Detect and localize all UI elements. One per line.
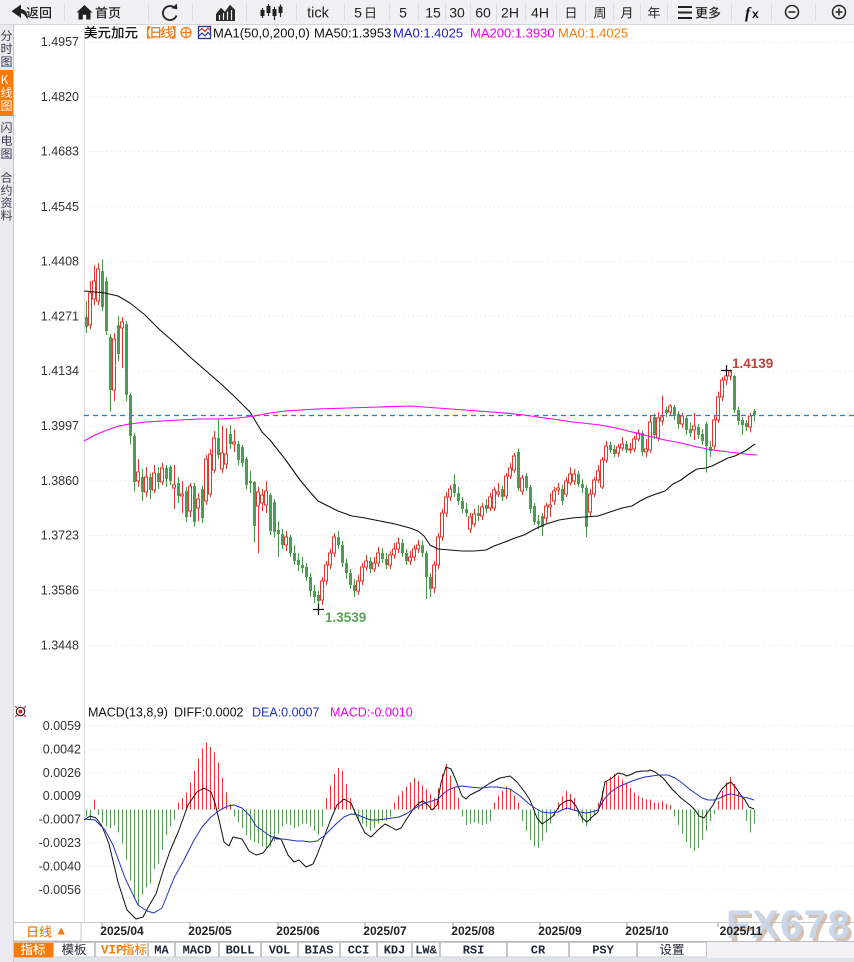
svg-text:1.3539: 1.3539 [325,610,366,625]
svg-text:1.3448: 1.3448 [41,639,79,653]
svg-text:0.0026: 0.0026 [43,766,81,780]
svg-text:4H: 4H [531,5,549,21]
svg-text:MACD(13,8,9): MACD(13,8,9) [88,706,168,720]
svg-text:MA0:1.4025: MA0:1.4025 [393,26,463,41]
svg-text:DIFF:0.0002: DIFF:0.0002 [174,706,244,720]
svg-text:1.3997: 1.3997 [41,419,79,433]
svg-text:0.0009: 0.0009 [43,789,81,803]
svg-text:KDJ: KDJ [384,944,406,958]
svg-text:0.0059: 0.0059 [43,719,81,733]
svg-text:MA200:1.3930: MA200:1.3930 [470,26,555,41]
svg-text:2H: 2H [501,5,519,21]
svg-text:2025/11: 2025/11 [720,924,763,938]
svg-text:-0.0040: -0.0040 [39,859,81,873]
svg-text:1.4139: 1.4139 [732,356,773,371]
svg-text:2025/09: 2025/09 [538,924,582,938]
svg-text:DEA:0.0007: DEA:0.0007 [252,706,319,720]
svg-text:1.3586: 1.3586 [41,583,79,597]
svg-text:PSY: PSY [592,944,614,958]
svg-text:1.4957: 1.4957 [41,35,79,49]
svg-text:CCI: CCI [348,944,370,958]
svg-text:0.0042: 0.0042 [43,742,81,756]
svg-text:30: 30 [449,5,465,21]
svg-text:BIAS: BIAS [305,944,334,958]
svg-text:VOL: VOL [269,944,291,958]
svg-text:1.3860: 1.3860 [41,474,79,488]
svg-text:BOLL: BOLL [226,944,255,958]
svg-text:FX678: FX678 [726,903,851,947]
svg-text:5: 5 [354,5,362,21]
svg-text:60: 60 [475,5,491,21]
svg-text:1.4408: 1.4408 [41,255,79,269]
svg-text:2025/10: 2025/10 [625,924,669,938]
svg-text:-0.0007: -0.0007 [39,813,81,827]
svg-text:tick: tick [307,6,330,22]
svg-text:1.4683: 1.4683 [41,145,79,159]
svg-text:2025/05: 2025/05 [188,924,232,938]
svg-text:2025/04: 2025/04 [100,924,144,938]
svg-text:RSI: RSI [463,944,485,958]
svg-text:1.3723: 1.3723 [41,529,79,543]
svg-text:2025/07: 2025/07 [363,924,407,938]
svg-text:5: 5 [399,5,407,21]
svg-text:1.4545: 1.4545 [41,200,79,214]
svg-text:-0.0056: -0.0056 [39,883,81,897]
svg-text:MA: MA [154,944,169,958]
svg-text:MA50:1.3953: MA50:1.3953 [314,26,391,41]
svg-text:2025/06: 2025/06 [276,924,320,938]
svg-text:x: x [752,7,759,21]
svg-text:1.4134: 1.4134 [41,364,79,378]
svg-text:2025/08: 2025/08 [451,924,495,938]
svg-text:MA0:1.4025: MA0:1.4025 [558,26,628,41]
svg-text:1.4271: 1.4271 [41,309,79,323]
svg-text:-0.0023: -0.0023 [39,836,81,850]
svg-text:CR: CR [531,944,546,958]
svg-text:VIP: VIP [101,944,124,958]
svg-text:f: f [745,5,752,22]
svg-text:MACD:-0.0010: MACD:-0.0010 [330,706,413,720]
svg-text:15: 15 [425,5,441,21]
svg-text:LW&: LW& [415,944,437,958]
svg-text:MACD: MACD [183,944,212,958]
svg-text:1.4820: 1.4820 [41,90,79,104]
svg-text:MA1(50,0,200,0): MA1(50,0,200,0) [213,26,310,41]
